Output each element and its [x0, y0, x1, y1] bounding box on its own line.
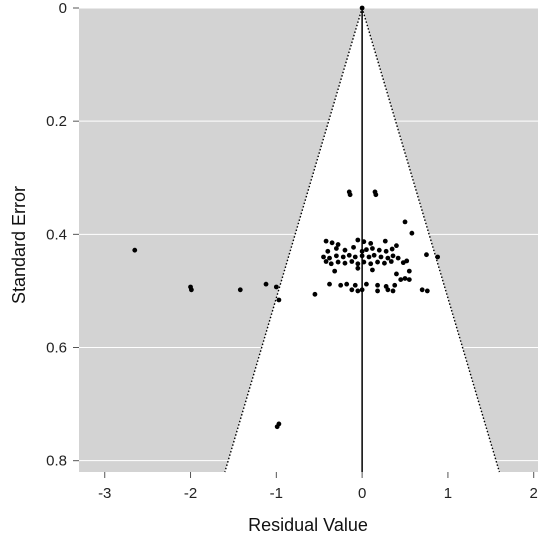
data-point	[323, 238, 329, 244]
data-point	[355, 288, 361, 294]
data-point	[394, 243, 399, 249]
data-point	[359, 5, 365, 11]
y-tick-label: 0.2	[46, 113, 67, 130]
x-tick-label: 1	[444, 485, 452, 502]
funnel-right-edge	[361, 7, 501, 473]
data-point	[390, 288, 396, 294]
data-point	[406, 268, 412, 274]
data-point	[435, 254, 441, 260]
x-tick-label: -3	[98, 485, 111, 502]
data-point	[382, 260, 387, 266]
data-point	[366, 254, 372, 260]
data-point	[276, 297, 282, 303]
x-axis-title: Residual Value	[248, 515, 368, 535]
data-point	[312, 291, 318, 297]
data-point	[376, 247, 382, 253]
data-point	[335, 259, 341, 265]
data-point	[383, 248, 389, 254]
data-point	[394, 271, 399, 277]
data-point	[404, 258, 410, 264]
data-point	[370, 267, 375, 273]
data-point	[349, 259, 355, 264]
data-point	[351, 244, 356, 250]
y-tick-label: 0.8	[46, 453, 67, 470]
data-point	[371, 252, 377, 258]
data-point	[276, 421, 282, 427]
data-point	[355, 261, 361, 267]
data-point	[352, 282, 358, 288]
data-point	[349, 287, 355, 293]
data-point	[364, 281, 369, 287]
plot-area	[79, 5, 538, 473]
data-point	[340, 254, 346, 260]
data-point	[342, 247, 348, 253]
data-point	[327, 281, 332, 287]
data-point	[398, 277, 404, 283]
data-point	[359, 287, 365, 293]
data-point	[346, 252, 352, 258]
data-point	[132, 247, 138, 253]
data-point	[342, 260, 348, 266]
data-point	[424, 288, 430, 294]
data-point	[327, 255, 332, 261]
data-point	[361, 259, 367, 265]
funnel-left-edge	[224, 7, 363, 473]
data-point	[375, 282, 380, 288]
data-point	[188, 287, 194, 293]
data-point	[338, 282, 344, 288]
data-point	[328, 261, 334, 267]
data-point	[332, 268, 338, 274]
x-tick-label: 2	[530, 485, 538, 502]
data-point	[424, 252, 429, 258]
data-point	[344, 281, 350, 287]
y-axis-title: Standard Error	[9, 186, 29, 304]
data-point	[402, 219, 408, 225]
y-tick-label: 0.4	[46, 226, 67, 243]
data-point	[359, 248, 365, 254]
data-point	[359, 253, 365, 259]
data-point	[237, 287, 243, 293]
x-tick-label: 0	[358, 485, 366, 502]
data-point	[373, 192, 379, 198]
axes: -3 -2 -1 0 1 2 0 0.2 0.4 0.6 0.8	[46, 0, 538, 502]
data-point	[375, 259, 380, 265]
y-tick-label: 0	[59, 0, 67, 17]
data-point	[333, 246, 339, 251]
data-point	[382, 238, 388, 244]
data-point	[355, 237, 361, 243]
data-point	[347, 192, 353, 198]
data-point	[325, 248, 331, 254]
data-point	[364, 247, 369, 253]
data-point	[263, 281, 269, 287]
data-point	[368, 261, 374, 267]
data-point	[361, 239, 367, 245]
data-point	[388, 259, 394, 264]
data-point	[323, 259, 329, 264]
x-tick-label: -2	[184, 485, 197, 502]
data-point	[406, 277, 412, 283]
data-point	[385, 287, 391, 293]
data-point	[389, 246, 395, 252]
x-tick-label: -1	[270, 485, 283, 502]
data-point	[390, 253, 396, 259]
data-point	[273, 284, 279, 290]
data-point	[370, 246, 375, 251]
data-point	[392, 282, 398, 288]
data-point	[333, 253, 339, 259]
data-point	[419, 287, 425, 293]
data-point	[329, 240, 335, 246]
data-point	[409, 230, 415, 236]
data-point	[355, 265, 361, 271]
data-point	[368, 240, 374, 246]
data-point	[395, 255, 401, 261]
y-tick-label: 0.6	[46, 340, 67, 357]
data-point	[352, 254, 358, 260]
data-point	[402, 276, 408, 281]
data-point	[375, 288, 380, 294]
data-point	[378, 254, 384, 260]
data-point	[321, 254, 326, 260]
data-point	[335, 242, 341, 247]
data-point	[385, 255, 391, 261]
